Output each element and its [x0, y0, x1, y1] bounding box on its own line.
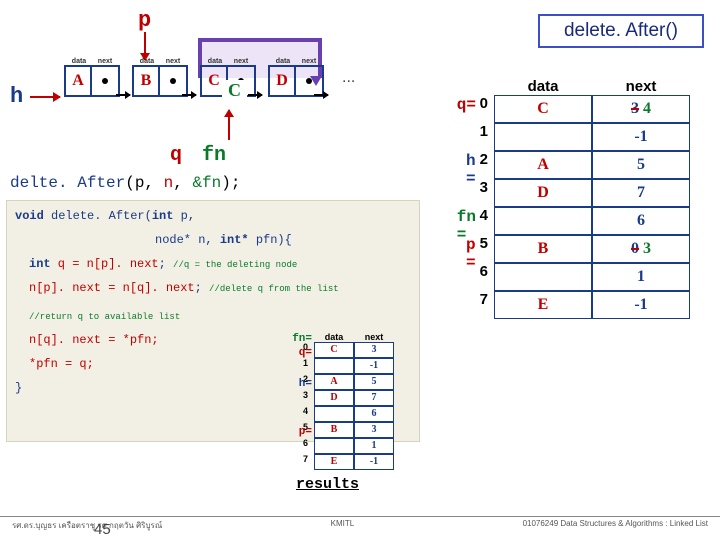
footer-right: 01076249 Data Structures & Algorithms : …: [523, 519, 708, 532]
next-arrow: [116, 94, 130, 96]
q-arrow: [228, 110, 230, 140]
node-b: datanext B: [132, 58, 188, 97]
call-fn: delte. After: [10, 174, 125, 192]
node-data: A: [66, 67, 92, 95]
node-d: datanext D: [268, 58, 324, 97]
title-box: delete. After(): [538, 14, 704, 48]
big-table: q= h = fn = p = datanext 0C341-12A53D746…: [466, 78, 706, 319]
side-h: h=: [299, 378, 312, 390]
next-arrow: [314, 94, 328, 96]
node-a: datanext A: [64, 58, 120, 97]
h-arrow: [30, 96, 60, 98]
page-number: 45: [94, 521, 111, 538]
footer-mid: KMITL: [331, 519, 355, 532]
side-p: p =: [466, 236, 476, 272]
mini-table: fn= q= h= p= datanext 0C31-12A53D7465B36…: [296, 332, 416, 470]
dots: ...: [342, 69, 355, 87]
node-data: D: [270, 67, 296, 95]
p-arrow: [144, 32, 146, 60]
side-q: q=: [299, 347, 312, 359]
footer-left: รศ.ดร.บุญธร เครือตราชู รศ.กฤตวัน ศิริบูร…: [12, 519, 162, 532]
c-overlay: C: [222, 80, 247, 101]
results-label: results: [296, 476, 359, 493]
next-arrow: [248, 94, 262, 96]
side-fn: fn=: [292, 333, 312, 345]
call-args: (p, n, &fn);: [125, 174, 240, 192]
side-q: q=: [457, 96, 476, 114]
fn-text: fn: [202, 144, 226, 167]
node-data: B: [134, 67, 160, 95]
q-fn-label: q fn: [170, 144, 226, 167]
q-text: q: [170, 144, 182, 167]
call-line: delte. After(p, n, &fn);: [10, 174, 240, 192]
next-arrow: [182, 94, 196, 96]
side-p: p=: [299, 426, 312, 438]
h-label: h: [10, 84, 23, 109]
side-h: h =: [466, 152, 476, 188]
linked-list: datanext A datanext B datanext C datanex…: [64, 58, 355, 97]
p-label: p: [138, 8, 151, 33]
